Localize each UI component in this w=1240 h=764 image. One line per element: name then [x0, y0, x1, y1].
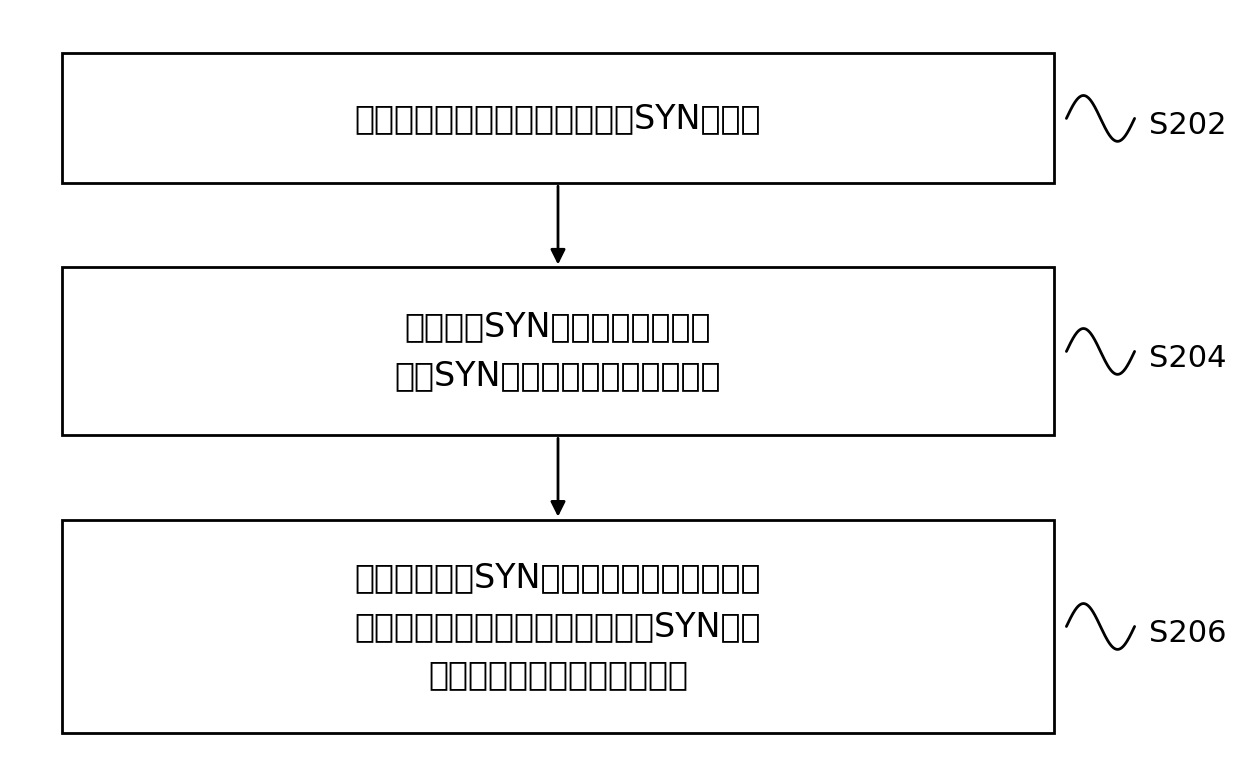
- FancyBboxPatch shape: [62, 267, 1054, 435]
- Text: 监测客户端与服务器之间的多个SYN数据包: 监测客户端与服务器之间的多个SYN数据包: [355, 102, 761, 135]
- FancyBboxPatch shape: [62, 53, 1054, 183]
- Text: 在判断出多个SYN数据包中存在超过预设上
限值的数据包的情况下，丢弃多个SYN数据
包中超过预设上限值的数据包: 在判断出多个SYN数据包中存在超过预设上 限值的数据包的情况下，丢弃多个SYN数…: [355, 562, 761, 691]
- FancyBboxPatch shape: [62, 520, 1054, 733]
- Text: 判断多个SYN数据包中是否存在
超过SYN代理预设上限值的数据包: 判断多个SYN数据包中是否存在 超过SYN代理预设上限值的数据包: [394, 311, 722, 392]
- Text: S206: S206: [1149, 619, 1228, 648]
- Text: S202: S202: [1149, 111, 1228, 140]
- Text: S204: S204: [1149, 344, 1228, 373]
